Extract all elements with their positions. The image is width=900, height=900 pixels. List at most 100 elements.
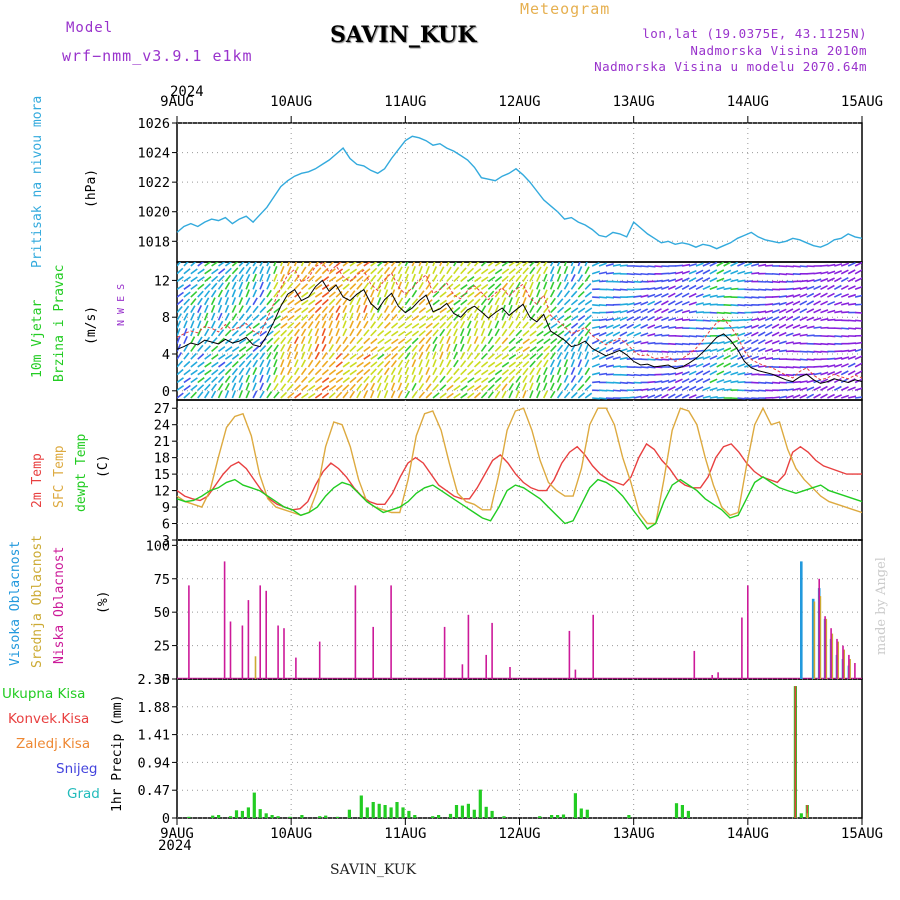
wind-barb xyxy=(411,391,418,399)
wind-barb xyxy=(177,392,184,399)
wind-barb xyxy=(300,343,306,352)
wind-barb xyxy=(764,316,773,322)
wind-barb xyxy=(799,308,808,314)
wind-barb xyxy=(654,333,663,337)
wind-barb xyxy=(473,298,481,306)
wind-barb xyxy=(737,304,746,307)
y-tick-label: 1020 xyxy=(137,205,170,221)
wind-barb xyxy=(287,314,295,321)
wind-barb xyxy=(224,274,232,283)
precip-total-bar xyxy=(335,816,340,818)
wind-barb xyxy=(577,266,583,275)
wind-barb xyxy=(411,344,418,352)
wind-barb xyxy=(570,367,576,376)
cloud-low-bar xyxy=(491,622,493,679)
wind-barb xyxy=(259,374,264,383)
wind-barb xyxy=(778,301,787,306)
wind-barb xyxy=(785,323,794,329)
wind-barb xyxy=(204,361,212,368)
wind-barb xyxy=(307,306,316,314)
wind-barb xyxy=(647,366,656,369)
precip-total-bar xyxy=(448,813,453,818)
wind-barb xyxy=(792,387,801,392)
wind-barb xyxy=(439,291,447,298)
wind-barb xyxy=(702,378,711,384)
wind-barb xyxy=(453,299,461,306)
wind-barb xyxy=(238,313,245,321)
y-tick-label: 18 xyxy=(154,451,170,467)
wind-barb xyxy=(404,281,410,290)
wind-barb xyxy=(473,360,481,368)
wind-barb xyxy=(598,318,608,322)
wind-barb xyxy=(577,329,585,337)
wind-barb xyxy=(300,262,305,267)
wind-barb xyxy=(383,374,389,383)
y-tick-label: 12 xyxy=(154,484,170,500)
wind-barb xyxy=(238,289,243,298)
wind-barb xyxy=(834,335,843,338)
wind-barb xyxy=(626,331,635,337)
wind-barb xyxy=(542,273,548,282)
wind-barb xyxy=(591,270,601,275)
wind-barb xyxy=(314,351,320,360)
wind-barb xyxy=(675,365,684,368)
wind-barb xyxy=(695,262,704,267)
wind-barb xyxy=(286,367,293,376)
wind-barb xyxy=(654,324,663,329)
wind-barb xyxy=(536,266,542,275)
wind-barb xyxy=(467,368,475,376)
wind-barb xyxy=(549,262,554,267)
wind-barb xyxy=(556,367,562,376)
wind-barb xyxy=(820,393,828,399)
wind-barb xyxy=(654,293,663,298)
wind-barb xyxy=(217,383,224,391)
wind-barb xyxy=(293,343,299,352)
wind-barb xyxy=(744,372,753,376)
wind-barb xyxy=(425,391,433,399)
wind-barb xyxy=(556,382,563,391)
wind-barb xyxy=(563,359,569,368)
wind-barb xyxy=(840,363,849,368)
wind-barb xyxy=(439,321,447,329)
wind-barb xyxy=(813,271,822,275)
wind-barb xyxy=(570,282,577,290)
wind-barb xyxy=(252,374,257,383)
wind-barb xyxy=(813,372,822,376)
wind-barb xyxy=(446,283,454,290)
wind-barb xyxy=(522,313,528,321)
wind-barb xyxy=(536,345,544,353)
wind-barb xyxy=(799,279,808,283)
wind-barb xyxy=(778,395,787,399)
wind-barb xyxy=(501,262,510,267)
wind-barb xyxy=(370,353,378,360)
wind-barb xyxy=(397,374,403,383)
wind-barb xyxy=(682,318,691,322)
wind-barb xyxy=(765,303,774,306)
wind-barb xyxy=(356,282,363,290)
wind-barb xyxy=(245,262,251,267)
wind-barb xyxy=(792,308,801,314)
wind-barb xyxy=(737,332,746,337)
wind-barb xyxy=(314,328,320,337)
wind-barb xyxy=(231,274,238,282)
wind-barb xyxy=(792,293,801,298)
wind-barb xyxy=(591,372,601,376)
wind-barb xyxy=(536,360,543,368)
wind-barb xyxy=(259,390,265,399)
wind-barb xyxy=(854,370,862,376)
wind-barb xyxy=(197,369,205,376)
wind-barb xyxy=(536,338,544,345)
wind-barb xyxy=(598,325,607,329)
cloud-low-bar xyxy=(592,614,594,679)
wind-barb xyxy=(557,322,565,329)
precip-total-bar xyxy=(395,802,399,818)
wind-barb xyxy=(647,333,656,337)
cloud-low-bar xyxy=(461,664,464,679)
wind-barb xyxy=(314,275,323,283)
wind-barb xyxy=(411,289,418,298)
wind-barb xyxy=(363,382,369,391)
wind-barb xyxy=(480,352,488,360)
wind-barb xyxy=(529,281,534,290)
wind-barb xyxy=(723,311,732,315)
wind-barb xyxy=(840,386,849,391)
